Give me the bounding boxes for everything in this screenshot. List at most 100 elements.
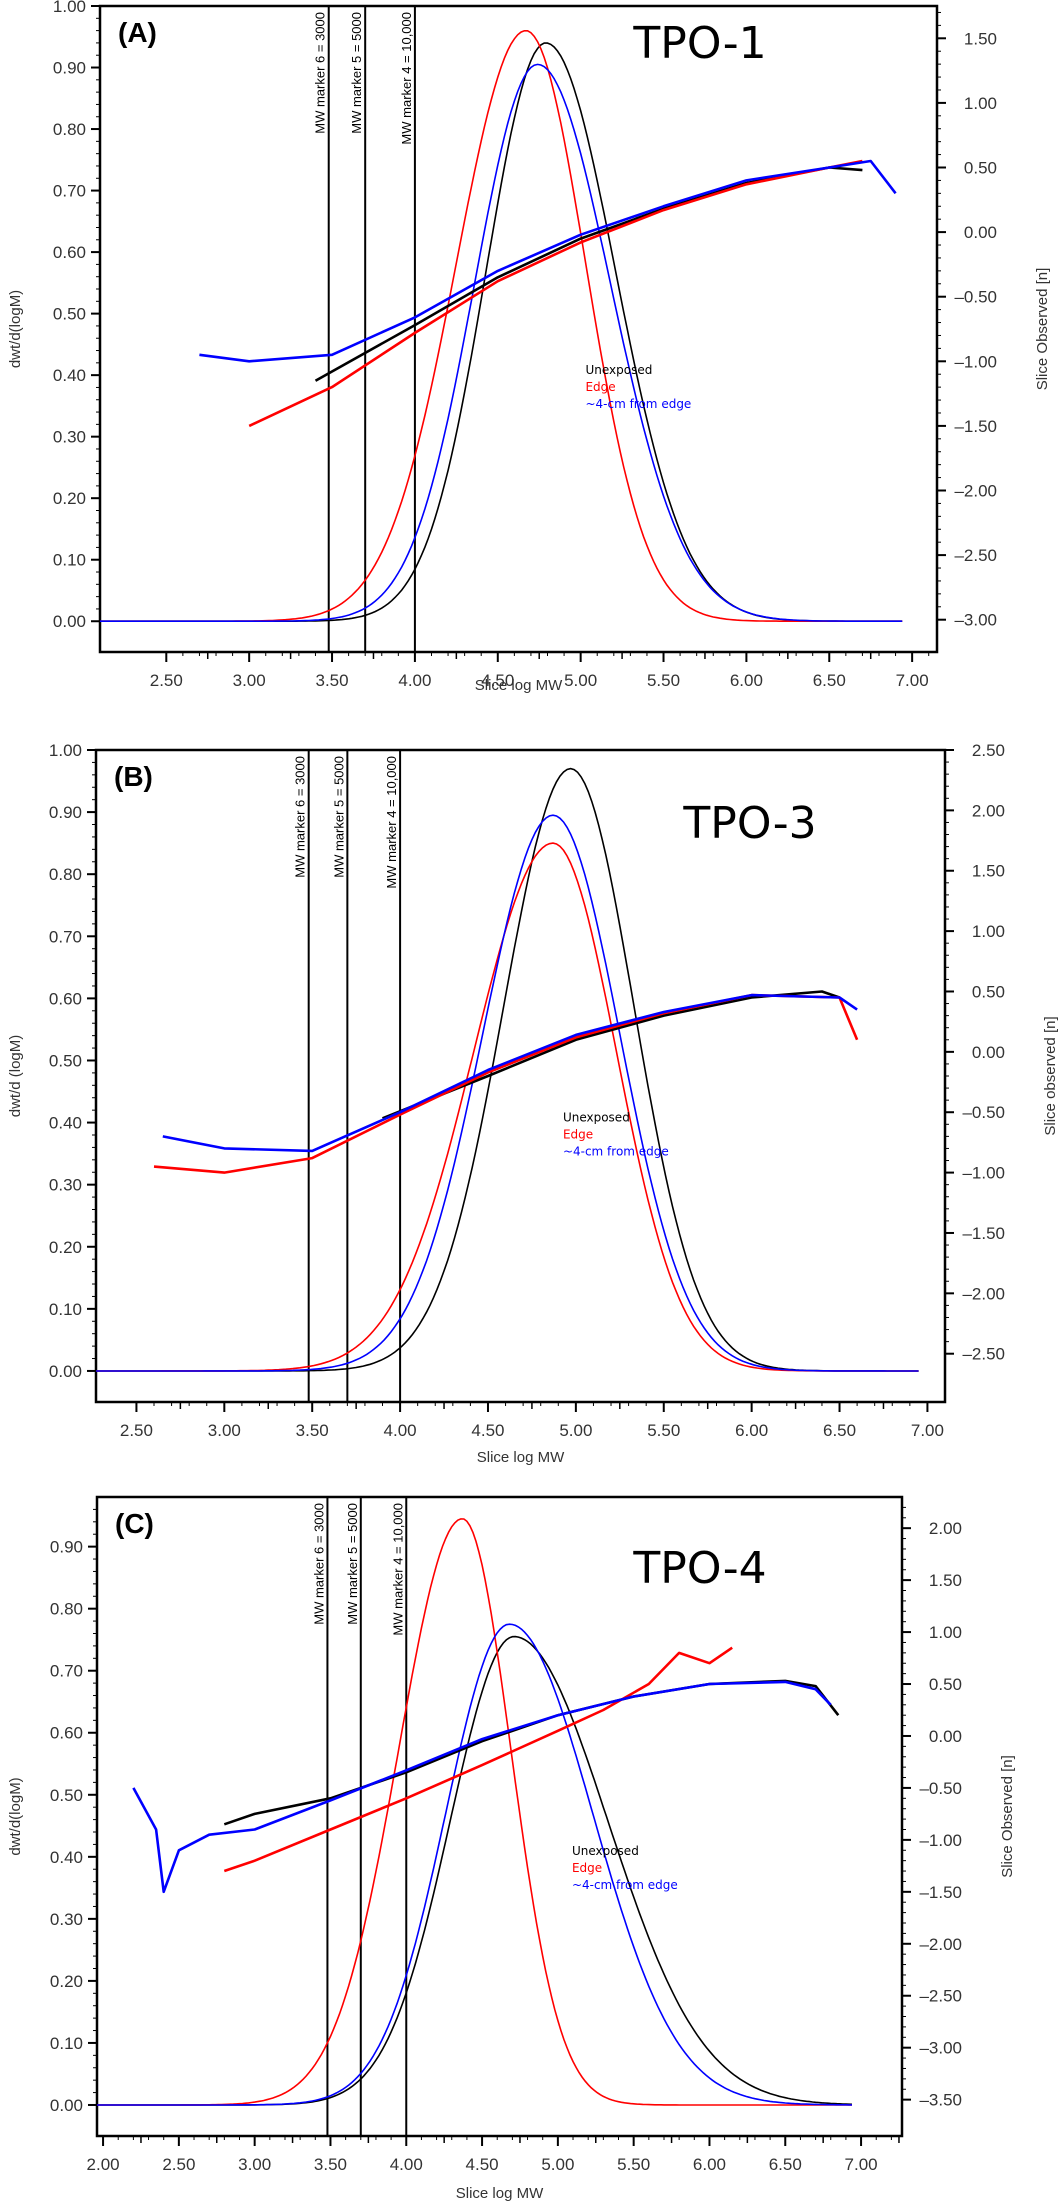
distribution-curve--4-cm-from-edge bbox=[97, 1623, 852, 2106]
y-axis-title: dwt/d(logM) bbox=[7, 1777, 24, 1855]
y2-tick-label: 0.00 bbox=[929, 1727, 962, 1746]
y-tick-label: 1.00 bbox=[53, 0, 86, 16]
mw-marker-label: MW marker 6 = 3000 bbox=[313, 12, 328, 134]
panel-a: 2.50 3.00 3.50 4.00 4.50 5.00 5.50 6.00 6.50 7.00… bbox=[7, 0, 1051, 694]
y-tick-label: 0.30 bbox=[49, 1176, 82, 1195]
y-tick-label: 0.40 bbox=[49, 1114, 82, 1133]
plot-area bbox=[97, 1518, 853, 2106]
legend-entry--4-cm-from-edge: ~4-cm from edge bbox=[572, 1878, 678, 1892]
y2-tick-label: –0.50 bbox=[954, 288, 997, 307]
y-tick-label: 0.00 bbox=[53, 612, 86, 631]
y-tick-label: 0.20 bbox=[49, 1238, 82, 1257]
plot-frame bbox=[95, 1495, 904, 2138]
y-tick-label: 0.00 bbox=[49, 1362, 82, 1381]
plot-frame bbox=[94, 748, 947, 1404]
y-tick-label: 0.50 bbox=[50, 1786, 83, 1805]
x-tick-label: 4.00 bbox=[390, 2155, 423, 2174]
y-tick-label: 0.20 bbox=[53, 489, 86, 508]
y2-tick-label: 0.00 bbox=[964, 223, 997, 242]
y2-tick-label: 0.50 bbox=[972, 982, 1005, 1001]
legend-entry-unexposed: Unexposed bbox=[572, 1844, 639, 1858]
x-tick-label: 6.50 bbox=[813, 671, 846, 690]
slice-observed-line-edge bbox=[223, 1646, 733, 1873]
plot-frame bbox=[98, 4, 939, 654]
mw-marker-label: MW marker 5 = 5000 bbox=[349, 12, 364, 134]
mw-marker-label: MW marker 5 = 5000 bbox=[331, 756, 346, 878]
x-tick-label: 4.00 bbox=[384, 1421, 417, 1440]
x-tick-label: 5.00 bbox=[541, 2155, 574, 2174]
y2-tick-label: 2.00 bbox=[972, 801, 1005, 820]
y2-axis-title: Slice observed [n] bbox=[1042, 1016, 1059, 1135]
y-tick-label: 0.10 bbox=[50, 2034, 83, 2053]
y-tick-label: 0.20 bbox=[50, 1972, 83, 1991]
x-tick-label: 6.00 bbox=[693, 2155, 726, 2174]
y-tick-label: 0.90 bbox=[50, 1538, 83, 1557]
y2-tick-label: –2.50 bbox=[954, 546, 997, 565]
x-axis-title: Slice log MW bbox=[456, 2185, 544, 2202]
slice-observed-line-unexposed bbox=[382, 990, 840, 1120]
y-tick-label: 0.70 bbox=[49, 927, 82, 946]
x-tick-label: 5.50 bbox=[617, 2155, 650, 2174]
y2-tick-label: 2.50 bbox=[972, 741, 1005, 760]
x-tick-label: 4.50 bbox=[481, 671, 514, 690]
x-tick-label: 5.50 bbox=[647, 1421, 680, 1440]
y2-tick-label: 1.00 bbox=[972, 922, 1005, 941]
sample-title: TPO-4 bbox=[632, 1543, 766, 1594]
y-tick-label: 0.80 bbox=[53, 120, 86, 139]
y2-tick-label: –2.50 bbox=[962, 1345, 1005, 1364]
y2-tick-label: 1.50 bbox=[929, 1571, 962, 1590]
y-tick-label: 0.80 bbox=[49, 865, 82, 884]
y2-tick-label: 1.00 bbox=[929, 1623, 962, 1642]
mw-marker-label: MW marker 5 = 5000 bbox=[345, 1503, 360, 1625]
y2-tick-label: –1.50 bbox=[919, 1883, 962, 1902]
y2-tick-label: –3.50 bbox=[919, 2091, 962, 2110]
y2-tick-label: –0.50 bbox=[962, 1103, 1005, 1122]
y2-tick-label: 0.50 bbox=[929, 1675, 962, 1694]
x-tick-label: 7.00 bbox=[845, 2155, 878, 2174]
y2-tick-label: –1.50 bbox=[962, 1224, 1005, 1243]
y-tick-label: 0.60 bbox=[49, 989, 82, 1008]
distribution-curve-edge bbox=[97, 1518, 852, 2106]
y-tick-label: 0.70 bbox=[50, 1662, 83, 1681]
x-tick-label: 3.00 bbox=[208, 1421, 241, 1440]
legend-entry-edge: Edge bbox=[563, 1128, 593, 1142]
x-tick-label: 3.00 bbox=[233, 671, 266, 690]
slice-observed-line-edge bbox=[248, 159, 863, 428]
y-tick-label: 0.60 bbox=[53, 243, 86, 262]
y2-tick-label: 0.00 bbox=[972, 1043, 1005, 1062]
y2-tick-label: –2.50 bbox=[919, 1987, 962, 2006]
y2-tick-label: 0.50 bbox=[964, 159, 997, 178]
y-axis-title: dwt/d(logM) bbox=[7, 290, 24, 368]
x-tick-label: 5.50 bbox=[647, 671, 680, 690]
y2-tick-label: –2.00 bbox=[954, 482, 997, 501]
x-axis-title: Slice log MW bbox=[477, 1449, 565, 1466]
mw-marker-label: MW marker 4 = 10,000 bbox=[399, 12, 414, 145]
y-tick-label: 0.10 bbox=[53, 551, 86, 570]
y-tick-label: 0.90 bbox=[53, 59, 86, 78]
y-tick-label: 0.40 bbox=[53, 366, 86, 385]
y2-tick-label: –1.00 bbox=[919, 1831, 962, 1850]
y2-axis-title: Slice Observed [n] bbox=[1034, 268, 1051, 391]
x-tick-label: 4.50 bbox=[466, 2155, 499, 2174]
panel-b: 2.50 3.00 3.50 4.00 4.50 5.00 5.50 6.00 6.50 7.00… bbox=[7, 741, 1059, 1466]
legend-entry--4-cm-from-edge: ~4-cm from edge bbox=[585, 397, 691, 411]
mw-marker-label: MW marker 6 = 3000 bbox=[293, 756, 308, 878]
y-tick-label: 0.40 bbox=[50, 1848, 83, 1867]
y-tick-label: 0.50 bbox=[49, 1051, 82, 1070]
x-tick-label: 3.50 bbox=[314, 2155, 347, 2174]
x-tick-label: 2.00 bbox=[87, 2155, 120, 2174]
y2-tick-label: 1.50 bbox=[964, 29, 997, 48]
y2-tick-label: 1.00 bbox=[964, 94, 997, 113]
distribution-curve-unexposed bbox=[100, 42, 903, 622]
y-tick-label: 0.60 bbox=[50, 1724, 83, 1743]
y2-tick-label: –1.00 bbox=[954, 352, 997, 371]
slice-observed-line-unexposed bbox=[314, 166, 863, 382]
x-tick-label: 3.00 bbox=[238, 2155, 271, 2174]
panel-label: (A) bbox=[118, 17, 157, 48]
y-tick-label: 0.30 bbox=[53, 428, 86, 447]
x-tick-label: 6.50 bbox=[769, 2155, 802, 2174]
y-tick-label: 0.00 bbox=[50, 2096, 83, 2115]
distribution-curve--4-cm-from-edge bbox=[100, 63, 903, 622]
x-tick-label: 7.00 bbox=[896, 671, 929, 690]
y2-tick-label: –1.00 bbox=[962, 1164, 1005, 1183]
